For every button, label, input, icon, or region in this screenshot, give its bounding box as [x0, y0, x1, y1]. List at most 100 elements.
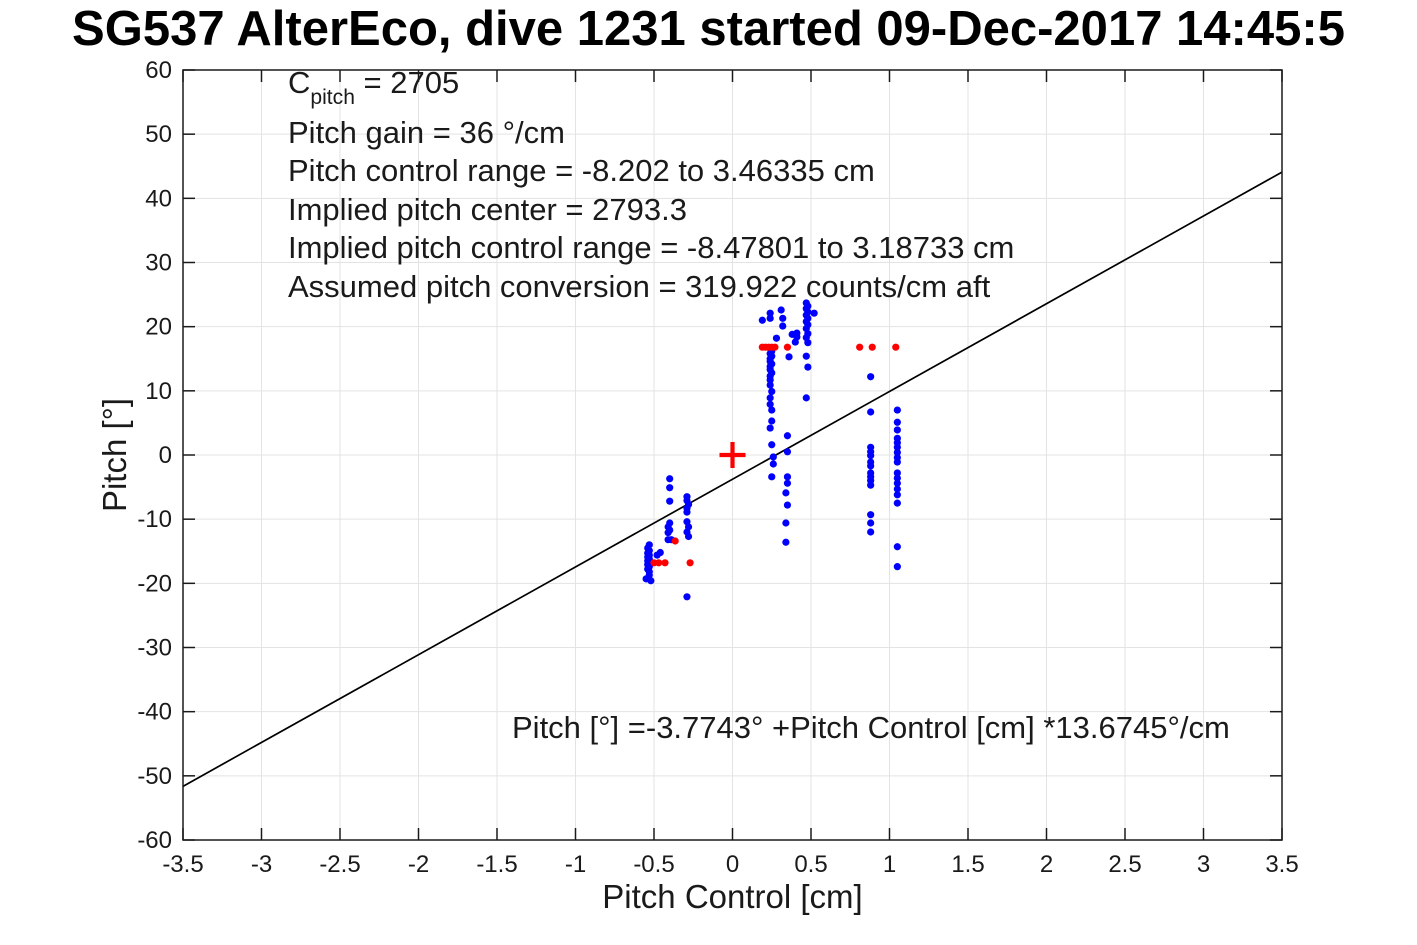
y-tick-label: 30: [145, 250, 172, 277]
pitch-observed-point: [791, 338, 799, 346]
pitch-observed-point: [804, 339, 812, 347]
x-tick-label: -0.5: [633, 851, 674, 878]
pitch-observed-point: [867, 408, 875, 416]
pitch-observed-point: [768, 417, 776, 425]
x-tick-label: 0: [726, 851, 739, 878]
pitch-observed-point: [893, 443, 901, 451]
pitch-observed-point: [782, 489, 790, 497]
pitch-observed-point: [779, 322, 787, 330]
annotation-pitch-control-range: Pitch control range = -8.202 to 3.46335 …: [288, 153, 875, 189]
pitch-flagged-point: [856, 343, 864, 351]
pitch-observed-point: [893, 469, 901, 477]
pitch-observed-point: [893, 499, 901, 507]
pitch-observed-point: [766, 394, 774, 402]
fit-equation: Pitch [°] =-3.7743° +Pitch Control [cm] …: [512, 710, 1230, 745]
x-tick-label: -2: [408, 851, 429, 878]
pitch-observed-point: [772, 334, 781, 342]
pitch-flagged-point: [868, 343, 876, 351]
pitch-observed-point: [783, 501, 792, 509]
pitch-observed-point: [893, 426, 901, 434]
x-tick-label: -1: [565, 851, 586, 878]
pitch-flagged-point: [771, 343, 779, 351]
x-tick-label: 3.5: [1265, 851, 1298, 878]
x-tick-label: 1: [883, 851, 896, 878]
pitch-observed-point: [893, 418, 901, 426]
pitch-observed-point: [783, 479, 792, 487]
pitch-observed-point: [768, 406, 776, 414]
pitch-observed-point: [893, 458, 901, 466]
y-tick-label: 20: [145, 314, 172, 341]
pitch-observed-point: [867, 373, 875, 381]
pitch-observed-point: [769, 453, 777, 461]
figure-title: SG537 AlterEco, dive 1231 started 09-Dec…: [72, 2, 1345, 56]
pitch-flagged-point: [783, 343, 792, 351]
pitch-observed-point: [656, 548, 664, 557]
x-tick-label: -3.5: [162, 851, 203, 878]
cpitch-subscript: pitch: [310, 85, 355, 109]
pitch-observed-point: [768, 387, 776, 396]
pitch-observed-point: [893, 448, 901, 457]
y-tick-label: 0: [159, 442, 172, 469]
y-tick-label: -40: [137, 699, 172, 726]
pitch-observed-point: [766, 314, 774, 322]
pitch-observed-point: [768, 473, 776, 481]
pitch-observed-point: [893, 543, 901, 551]
pitch-observed-point: [804, 363, 812, 371]
pitch-observed-point: [683, 593, 691, 601]
annotation-implied-pitch-control-range: Implied pitch control range = -8.47801 t…: [288, 230, 1015, 266]
pitch-observed-point: [684, 532, 693, 541]
fit-line: [182, 171, 1283, 788]
pitch-observed-point: [867, 481, 875, 489]
y-tick-label: 60: [145, 57, 172, 84]
pitch-observed-point: [785, 353, 793, 361]
pitch-flagged-point: [655, 559, 663, 567]
pitch-observed-point: [867, 528, 875, 536]
y-tick-label: -50: [137, 763, 172, 790]
pitch-observed-point: [666, 475, 674, 483]
pitch-observed-point: [683, 508, 691, 516]
pitch-observed-point: [893, 491, 901, 499]
y-tick-label: 10: [145, 378, 172, 405]
pitch-observed-point: [893, 563, 901, 571]
pitch-observed-point: [783, 448, 792, 456]
y-tick-label: -20: [137, 570, 172, 597]
pitch-observed-point: [758, 316, 766, 324]
pitch-observed-point: [766, 400, 774, 408]
annotation-implied-pitch-center: Implied pitch center = 2793.3: [288, 191, 687, 227]
pitch-observed-point: [893, 479, 901, 487]
pitch-observed-point: [782, 538, 790, 546]
annotation-block: Cpitch = 2705 Pitch gain = 36 °/cm Pitch…: [288, 64, 1014, 306]
pitch-observed-point: [782, 519, 790, 527]
y-tick-label: -30: [137, 635, 172, 662]
pitch-observed-point: [867, 511, 875, 519]
annotation-pitch-gain: Pitch gain = 36 °/cm: [288, 114, 565, 150]
pitch-observed-point: [893, 485, 901, 493]
pitch-observed-point: [766, 376, 774, 384]
pitch-observed-point: [647, 577, 655, 585]
x-axis-label: Pitch Control [cm]: [602, 878, 863, 915]
y-tick-label: 40: [145, 185, 172, 212]
x-tick-label: -3: [251, 851, 272, 878]
pitch-observed-point: [766, 381, 774, 389]
pitch-observed-point: [867, 519, 875, 527]
pitch-flagged-point: [892, 343, 900, 351]
pitch-observed-point: [768, 441, 776, 449]
pitch-observed-point: [867, 452, 875, 460]
pitch-flagged-point: [671, 537, 679, 545]
pitch-observed-point: [783, 432, 792, 440]
pitch-observed-point: [893, 474, 901, 482]
pitch-observed-point: [893, 406, 901, 414]
pitch-observed-point: [779, 314, 787, 322]
y-tick-label: 50: [145, 121, 172, 148]
pitch-observed-point: [867, 462, 875, 470]
x-tick-label: 1.5: [951, 851, 984, 878]
x-tick-label: 3: [1197, 851, 1210, 878]
annotation-cpitch: Cpitch = 2705: [288, 64, 1014, 114]
pitch-flagged-point: [686, 559, 694, 567]
pitch-observed-point: [666, 484, 674, 492]
y-axis-label: Pitch [°]: [96, 397, 133, 513]
pitch-observed-point: [777, 306, 785, 314]
pitch-observed-point: [664, 529, 672, 537]
